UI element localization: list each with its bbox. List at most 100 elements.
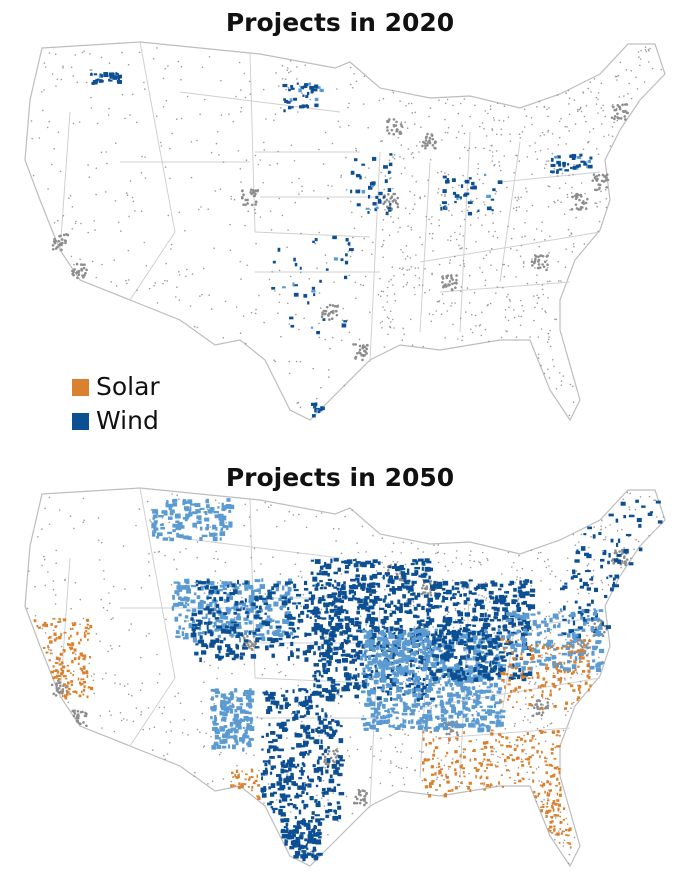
wind-project: [471, 704, 476, 710]
wind-project: [356, 203, 361, 207]
city-point: [392, 123, 396, 127]
wind-project: [394, 726, 401, 730]
wind-project: [328, 624, 332, 627]
wind-project: [363, 598, 368, 603]
background-point: [413, 286, 416, 289]
city-point: [253, 194, 257, 198]
background-point: [62, 65, 64, 68]
background-point: [489, 680, 491, 683]
wind-project: [339, 643, 344, 648]
wind-project: [330, 625, 336, 630]
wind-project: [402, 693, 406, 696]
background-point: [390, 563, 392, 566]
background-point: [460, 286, 463, 288]
background-point: [348, 274, 351, 277]
wind-project: [312, 240, 315, 243]
wind-project: [246, 612, 250, 617]
background-point: [400, 172, 403, 175]
wind-project: [286, 101, 291, 104]
background-point: [454, 302, 456, 304]
wind-project: [419, 632, 422, 637]
background-point: [274, 360, 277, 363]
city-point: [249, 188, 253, 192]
wind-project: [356, 654, 361, 660]
background-point: [71, 206, 74, 208]
wind-project: [443, 709, 448, 713]
city-point: [361, 358, 364, 362]
wind-project: [379, 647, 386, 651]
wind-project: [490, 667, 496, 670]
background-point: [108, 710, 111, 712]
wind-project: [284, 611, 291, 615]
background-point: [526, 282, 529, 285]
wind-project: [430, 633, 435, 637]
background-point: [475, 710, 478, 713]
background-point: [544, 637, 546, 640]
wind-project: [371, 611, 376, 615]
wind-project: [408, 673, 412, 676]
background-point: [400, 121, 403, 123]
background-point: [572, 174, 574, 176]
background-point: [52, 580, 55, 582]
wind-project: [103, 74, 109, 78]
background-point: [431, 272, 433, 275]
wind-project: [492, 645, 497, 649]
background-point: [256, 509, 258, 511]
wind-project: [578, 163, 581, 168]
city-point: [531, 264, 534, 267]
wind-project: [442, 189, 447, 194]
background-point: [660, 68, 663, 71]
background-point: [213, 247, 215, 250]
wind-project: [477, 630, 481, 636]
background-point: [332, 527, 335, 530]
background-point: [131, 93, 134, 96]
background-point: [470, 199, 472, 201]
background-point: [397, 217, 400, 220]
background-point: [129, 180, 132, 182]
wind-project: [352, 674, 358, 680]
background-point: [538, 246, 540, 248]
background-point: [580, 182, 583, 184]
background-point: [535, 768, 538, 770]
wind-project: [435, 646, 441, 651]
wind-project: [218, 650, 221, 654]
background-point: [105, 151, 107, 153]
wind-project: [477, 209, 480, 212]
wind-project: [335, 666, 338, 672]
wind-project: [359, 662, 364, 666]
city-point: [386, 569, 390, 572]
wind-project: [498, 664, 503, 669]
background-point: [312, 367, 315, 370]
wind-project: [313, 663, 319, 667]
state-border: [139, 41, 176, 233]
city-point: [543, 260, 547, 264]
background-point: [585, 120, 587, 123]
background-point: [400, 751, 402, 753]
wind-project: [360, 584, 365, 588]
city-point: [445, 732, 449, 736]
city-point: [335, 309, 338, 313]
wind-project: [277, 247, 281, 252]
background-point: [501, 620, 504, 622]
city-point: [328, 303, 332, 307]
background-point: [485, 597, 488, 599]
background-point: [523, 261, 525, 263]
wind-project: [450, 648, 456, 652]
background-point: [514, 744, 516, 746]
wind-project: [327, 677, 333, 681]
background-point: [442, 302, 445, 305]
background-point: [318, 231, 321, 234]
background-point: [469, 302, 471, 304]
wind-project: [350, 170, 355, 175]
wind-project: [511, 663, 515, 668]
wind-project: [222, 587, 228, 591]
wind-project: [398, 628, 403, 633]
background-point: [98, 559, 101, 561]
background-point: [114, 682, 116, 684]
wind-project: [486, 727, 491, 733]
background-point: [140, 713, 142, 716]
background-point: [611, 126, 614, 128]
background-point: [323, 805, 326, 807]
wind-project: [488, 673, 491, 676]
background-point: [380, 171, 383, 174]
